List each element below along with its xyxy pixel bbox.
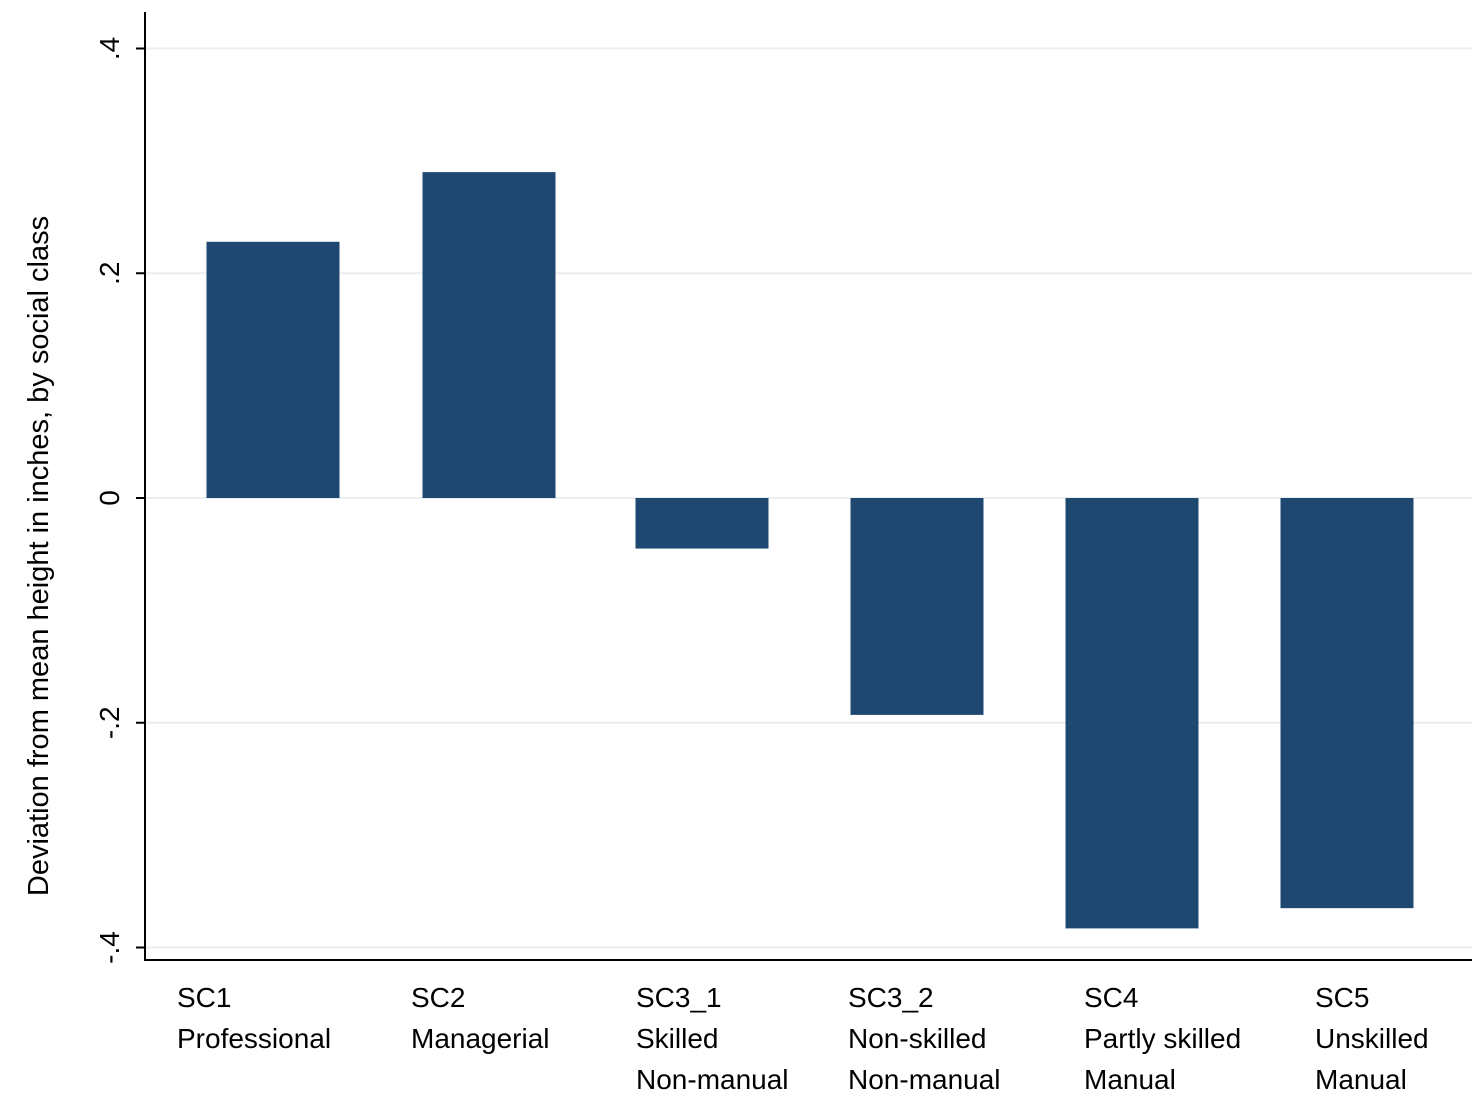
x-category-label: Non-skilled [848, 1023, 987, 1054]
x-category-label: Partly skilled [1084, 1023, 1241, 1054]
x-category-label: Manual [1315, 1064, 1407, 1095]
y-tick-label: .2 [94, 262, 125, 285]
x-category-label: SC2 [411, 982, 465, 1013]
bars [206, 172, 1414, 929]
x-category-label: SC1 [177, 982, 231, 1013]
x-category-label: Non-manual [636, 1064, 789, 1095]
bar-sc1 [206, 241, 340, 498]
bar-sc4 [1065, 498, 1199, 929]
bar-sc3-2 [850, 498, 984, 715]
x-category-label: SC4 [1084, 982, 1138, 1013]
y-tick-label: .4 [94, 37, 125, 60]
x-category-label: SC3_2 [848, 982, 934, 1013]
grid-lines [146, 47, 1472, 949]
bar-sc2 [422, 172, 556, 499]
x-category-label: SC5 [1315, 982, 1369, 1013]
x-category-label: Non-manual [848, 1064, 1001, 1095]
x-category-label: Managerial [411, 1023, 550, 1054]
y-ticks: -.4 -.2 0 .2 .4 [94, 37, 145, 964]
y-tick-label: -.2 [94, 706, 125, 739]
y-axis-title: Deviation from mean height in inches, by… [23, 216, 55, 896]
x-category-label: SC3_1 [636, 982, 722, 1013]
x-category-label: Professional [177, 1023, 331, 1054]
x-category-labels: SC1 Professional SC2 Managerial SC3_1 Skilled… [177, 982, 1429, 1095]
bar-sc3-1 [635, 498, 769, 549]
x-category-label: Skilled [636, 1023, 718, 1054]
y-tick-label: -.4 [94, 931, 125, 964]
x-category-label: Manual [1084, 1064, 1176, 1095]
bar-sc5 [1280, 498, 1414, 909]
x-category-label: Unskilled [1315, 1023, 1429, 1054]
y-tick-label: 0 [94, 490, 125, 506]
